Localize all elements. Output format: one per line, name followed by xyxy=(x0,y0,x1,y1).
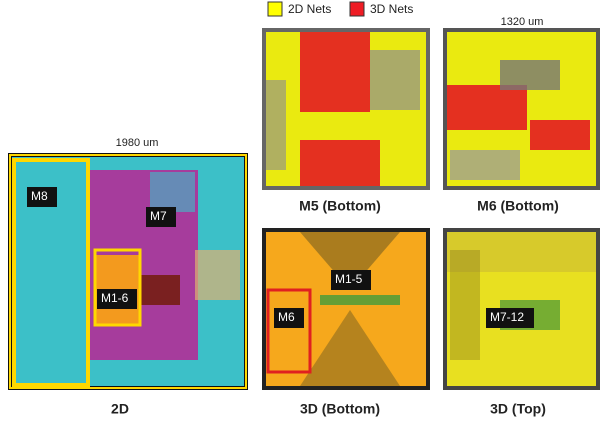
legend-swatch xyxy=(350,2,364,16)
layer-label: M7-12 xyxy=(490,310,524,324)
layer-label: M1-5 xyxy=(335,272,363,286)
panel-caption: 3D (Top) xyxy=(490,401,546,417)
layer-label: M7 xyxy=(150,209,167,223)
figure: 2D Nets 3D Nets 1320 um 1980 um M8 M7 M1… xyxy=(0,0,608,426)
panel-caption: 3D (Bottom) xyxy=(300,401,380,417)
dimension-label: 1980 um xyxy=(116,137,159,149)
layer-label: M1-6 xyxy=(101,291,129,305)
legend-swatch xyxy=(268,2,282,16)
panel-caption: 2D xyxy=(111,401,129,417)
legend-label: 2D Nets xyxy=(288,2,331,16)
dimension-label: 1320 um xyxy=(501,16,544,28)
layout-m5 xyxy=(262,28,430,190)
layer-label: M8 xyxy=(31,189,48,203)
panel-caption: M5 (Bottom) xyxy=(299,198,381,214)
panel-caption: M6 (Bottom) xyxy=(477,198,559,214)
layer-label: M6 xyxy=(278,310,295,324)
layout-m6 xyxy=(443,28,600,190)
legend-label: 3D Nets xyxy=(370,2,413,16)
